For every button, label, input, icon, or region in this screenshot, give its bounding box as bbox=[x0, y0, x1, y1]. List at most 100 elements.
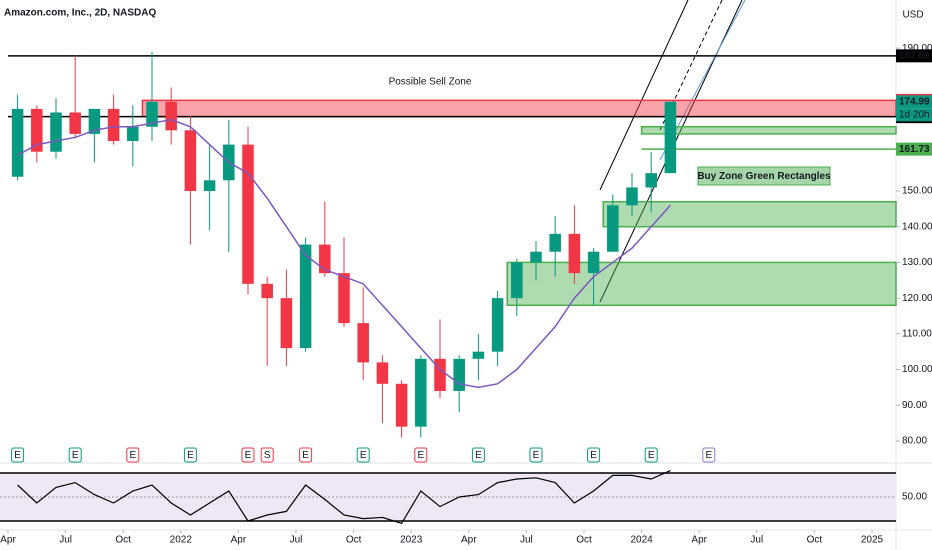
candle-body bbox=[184, 130, 197, 192]
event-label: E bbox=[187, 450, 194, 461]
candle-body bbox=[434, 358, 446, 391]
candle-body bbox=[645, 173, 657, 188]
candle-body bbox=[69, 112, 81, 134]
candle-body bbox=[11, 108, 24, 177]
x-tick-label: Oct bbox=[807, 535, 823, 546]
y-tick-label: 140.00 bbox=[902, 221, 932, 232]
candle-body bbox=[376, 362, 389, 384]
x-tick-label: Apr bbox=[461, 535, 477, 546]
y-tick-label: 110.00 bbox=[902, 328, 932, 339]
y-tick-label: 130.00 bbox=[902, 257, 932, 268]
candle-body bbox=[165, 101, 177, 131]
x-tick-label: 2024 bbox=[630, 535, 653, 546]
countdown: 1d 20h bbox=[899, 109, 930, 120]
price-badge bbox=[896, 49, 932, 63]
candle-body bbox=[127, 126, 139, 142]
annotation: Possible Sell Zone bbox=[389, 77, 472, 88]
candle-body bbox=[530, 251, 542, 263]
candle-body bbox=[280, 298, 293, 349]
x-tick-label: Oct bbox=[346, 535, 362, 546]
x-tick-label: Oct bbox=[576, 535, 592, 546]
candle-body bbox=[607, 205, 619, 252]
x-tick-label: Jul bbox=[750, 535, 763, 546]
candle-body bbox=[319, 244, 331, 274]
rsi-line bbox=[17, 470, 671, 525]
candle-body bbox=[587, 251, 600, 274]
y-tick-label: 80.00 bbox=[902, 436, 927, 447]
x-tick-label: Apr bbox=[0, 535, 16, 546]
zone bbox=[640, 125, 897, 135]
event-label: E bbox=[72, 450, 79, 461]
candle-body bbox=[626, 187, 638, 206]
event-label: E bbox=[590, 450, 597, 461]
event-marker bbox=[260, 447, 274, 463]
annotation: Buy Zone Green Rectangles bbox=[697, 171, 831, 182]
candle-body bbox=[511, 262, 523, 299]
trend-line bbox=[599, 0, 689, 191]
event-marker bbox=[529, 447, 543, 463]
candle-body bbox=[261, 283, 273, 299]
currency: USD bbox=[902, 10, 923, 21]
y-tick-label: 100.00 bbox=[902, 364, 932, 375]
x-tick-label: Jul bbox=[290, 535, 303, 546]
candle-body bbox=[395, 383, 408, 427]
x-tick-label: Apr bbox=[231, 535, 247, 546]
candle-body bbox=[357, 323, 369, 363]
price-label: 174.99 bbox=[899, 96, 930, 107]
candle-body bbox=[88, 108, 101, 134]
y-tick-label: 90.00 bbox=[902, 400, 927, 411]
candle-body bbox=[50, 112, 62, 152]
x-tick-label: 2025 bbox=[861, 535, 884, 546]
zone bbox=[602, 200, 897, 228]
event-marker bbox=[414, 447, 428, 463]
y-tick-label: 190.00 bbox=[902, 43, 932, 54]
candle-body bbox=[549, 233, 561, 252]
candle-body bbox=[31, 108, 43, 152]
event-label: E bbox=[302, 450, 309, 461]
candle-body bbox=[146, 101, 158, 127]
event-label: E bbox=[475, 450, 482, 461]
price-label: 161.73 bbox=[899, 144, 930, 155]
event-label: E bbox=[533, 450, 540, 461]
event-marker bbox=[702, 447, 716, 463]
candle-body bbox=[453, 358, 465, 391]
y-tick-label: 150.00 bbox=[902, 186, 932, 197]
countdown-badge bbox=[896, 108, 932, 122]
event-label: E bbox=[360, 450, 367, 461]
candle-body bbox=[415, 358, 427, 427]
candle-body bbox=[203, 180, 216, 192]
price-badge bbox=[896, 142, 932, 156]
chart-title: Amazon.com, Inc., 2D, NASDAQ bbox=[4, 8, 156, 19]
x-tick-label: Oct bbox=[115, 535, 131, 546]
event-label: S bbox=[264, 450, 271, 461]
event-marker bbox=[68, 447, 82, 463]
event-label: E bbox=[14, 450, 21, 461]
event-label: E bbox=[129, 450, 136, 461]
zone bbox=[141, 99, 897, 118]
zone bbox=[506, 261, 897, 307]
x-tick-label: 2023 bbox=[400, 535, 423, 546]
x-tick-label: 2022 bbox=[170, 535, 193, 546]
rsi-tick-label: 50.00 bbox=[902, 492, 927, 503]
candle-body bbox=[338, 273, 350, 324]
price-badge bbox=[896, 95, 932, 109]
event-marker bbox=[356, 447, 370, 463]
event-label: E bbox=[648, 450, 655, 461]
candle-body bbox=[107, 108, 120, 142]
price-label: 187.86 bbox=[899, 50, 930, 61]
x-tick-label: Jul bbox=[59, 535, 72, 546]
x-tick-label: Jul bbox=[520, 535, 533, 546]
x-tick-label: Apr bbox=[691, 535, 707, 546]
event-marker bbox=[299, 447, 313, 463]
event-marker bbox=[183, 447, 197, 463]
event-marker bbox=[471, 447, 485, 463]
event-marker bbox=[11, 447, 25, 463]
event-marker bbox=[126, 447, 140, 463]
event-marker bbox=[241, 447, 255, 463]
event-label: E bbox=[705, 450, 712, 461]
event-label: E bbox=[417, 450, 424, 461]
candle-body bbox=[491, 298, 504, 352]
candle-body bbox=[664, 101, 677, 174]
